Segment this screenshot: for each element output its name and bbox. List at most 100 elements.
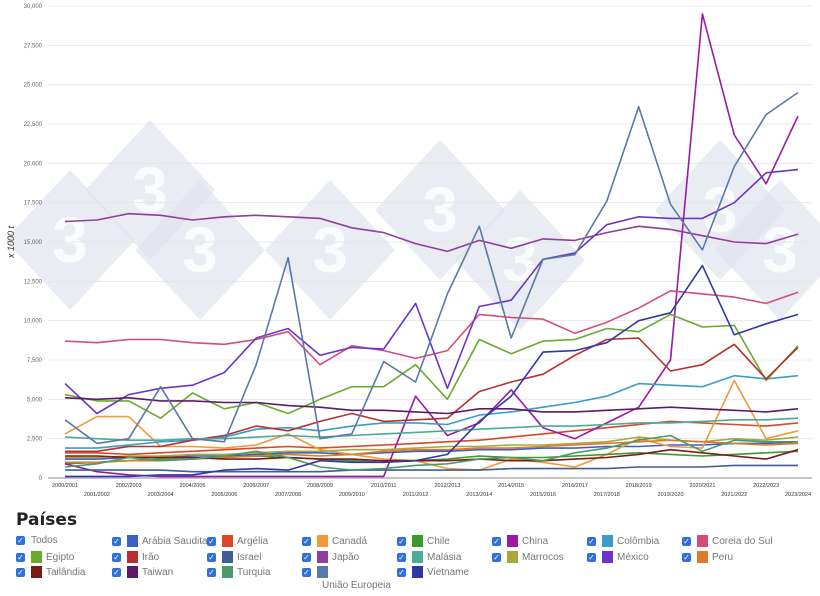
legend-item[interactable]: ✓ Chile	[397, 535, 450, 547]
legend-swatch	[222, 551, 233, 563]
legend-checkbox[interactable]: ✓	[16, 567, 25, 577]
legend-checkbox[interactable]: ✓	[112, 536, 121, 546]
legend-swatch	[317, 535, 328, 547]
legend-checkbox[interactable]: ✓	[16, 536, 25, 545]
series-line-israel	[65, 464, 798, 473]
y-tick-label: 15,000	[24, 240, 43, 246]
y-tick-label: 7,500	[27, 358, 43, 364]
watermark-icon: 3	[455, 190, 585, 330]
series-line-méxico	[64, 168, 799, 415]
legend-item[interactable]: ✓ China	[492, 535, 548, 547]
legend-item[interactable]: ✓ México	[587, 551, 649, 563]
legend-item[interactable]: ✓ Canadá	[302, 535, 367, 547]
x-tick-label: 2004/2005	[179, 483, 205, 489]
legend-checkbox[interactable]: ✓	[397, 536, 406, 546]
watermark-icon: 3	[265, 180, 395, 320]
series-line-japão	[64, 212, 799, 253]
series-line-malásia	[64, 417, 799, 441]
legend-item[interactable]: ✓ Colômbia	[587, 535, 659, 547]
legend: ✓ Todos ✓ Arábia Saudita ✓ Argélia ✓ Canadá ✓ Chi…	[0, 535, 820, 595]
legend-item[interactable]: ✓ Irão	[112, 551, 159, 563]
legend-item[interactable]: ✓ Argélia	[207, 535, 268, 547]
legend-swatch	[31, 551, 42, 563]
legend-checkbox[interactable]: ✓	[492, 552, 501, 562]
legend-checkbox[interactable]: ✓	[492, 536, 501, 546]
y-tick-label: 30,000	[24, 4, 43, 10]
series-line-união-europeia	[64, 91, 799, 445]
legend-item[interactable]: ✓ Peru	[682, 551, 733, 563]
series-line-taiwan	[64, 397, 799, 415]
y-axis-label: x 1000 t	[6, 225, 16, 259]
legend-label: Malásia	[427, 551, 462, 563]
gridlines	[48, 5, 812, 479]
x-tick-label: 2020/2021	[689, 483, 715, 489]
legend-checkbox[interactable]: ✓	[207, 536, 216, 546]
legend-checkbox[interactable]: ✓	[397, 567, 406, 577]
y-tick-label: 25,000	[24, 83, 43, 89]
x-tick-label: 2021/2022	[721, 492, 747, 498]
legend-item[interactable]: ✓	[302, 566, 332, 578]
legend-label: Turquia	[237, 566, 271, 578]
series-line-arábia-saudita	[65, 441, 799, 460]
legend-label: Coreia do Sul	[712, 535, 773, 547]
svg-text:3: 3	[422, 174, 458, 246]
y-axis-ticks: 0 2,500 5,000 7,500 10,000 12,500 15,000 17,500…	[24, 4, 43, 482]
legend-checkbox[interactable]: ✓	[682, 536, 691, 546]
legend-swatch	[222, 535, 233, 547]
x-tick-label: 2001/2002	[84, 492, 110, 498]
legend-swatch	[602, 551, 613, 563]
legend-item[interactable]: ✓ Tailândia	[16, 566, 85, 578]
x-tick-label: 2022/2023	[753, 483, 779, 489]
legend-item[interactable]: ✓ Taiwan	[112, 566, 173, 578]
legend-item[interactable]: ✓ Coreia do Sul	[682, 535, 773, 547]
series-line-tailândia	[65, 448, 799, 462]
legend-swatch	[697, 535, 708, 547]
legend-label: Peru	[712, 551, 734, 563]
legend-checkbox[interactable]: ✓	[207, 567, 216, 577]
series-lines	[64, 13, 799, 478]
legend-checkbox[interactable]: ✓	[207, 552, 216, 562]
legend-item[interactable]: ✓ Japão	[302, 551, 359, 563]
svg-text:3: 3	[52, 204, 88, 276]
legend-swatch	[697, 551, 708, 563]
y-tick-label: 2,500	[27, 437, 43, 443]
legend-item[interactable]: ✓ Todos	[16, 535, 58, 546]
x-axis-ticks: 2000/2001 2001/2002 2002/2003 2003/2004 2004…	[52, 483, 811, 498]
x-tick-label: 2011/2012	[403, 492, 429, 498]
legend-label: Japão	[332, 551, 360, 563]
legend-label: Argélia	[237, 535, 269, 547]
x-tick-label: 2009/2010	[339, 492, 365, 498]
legend-swatch	[317, 566, 328, 578]
legend-item[interactable]: ✓ Marrocos	[492, 551, 564, 563]
legend-swatch	[127, 551, 138, 563]
y-tick-label: 12,500	[24, 279, 43, 285]
x-tick-label: 2002/2003	[116, 483, 142, 489]
legend-checkbox[interactable]: ✓	[302, 567, 311, 577]
legend-checkbox[interactable]: ✓	[682, 552, 691, 562]
legend-swatch	[507, 535, 518, 547]
x-tick-label: 2005/2006	[211, 492, 237, 498]
x-tick-label: 2016/2017	[562, 483, 588, 489]
legend-checkbox[interactable]: ✓	[112, 567, 121, 577]
legend-item[interactable]: ✓ Israel	[207, 551, 261, 563]
legend-label: Chile	[427, 535, 450, 547]
legend-checkbox[interactable]: ✓	[302, 552, 311, 562]
y-tick-label: 17,500	[24, 201, 43, 207]
legend-checkbox[interactable]: ✓	[587, 536, 596, 546]
legend-checkbox[interactable]: ✓	[112, 552, 121, 562]
legend-item[interactable]: ✓ Arábia Saudita	[112, 535, 208, 547]
legend-checkbox[interactable]: ✓	[397, 552, 406, 562]
legend-item[interactable]: ✓ Egipto	[16, 551, 74, 563]
legend-item[interactable]: ✓ Vietname	[397, 566, 469, 578]
legend-label: Colômbia	[617, 535, 660, 547]
legend-checkbox[interactable]: ✓	[587, 552, 596, 562]
legend-item[interactable]: ✓ Turquia	[207, 566, 271, 578]
legend-checkbox[interactable]: ✓	[302, 536, 311, 546]
legend-item[interactable]: ✓ Malásia	[397, 551, 461, 563]
x-tick-label: 2006/2007	[243, 483, 269, 489]
legend-label: Todos	[31, 535, 58, 546]
x-tick-label: 2000/2001	[52, 483, 78, 489]
legend-label: China	[522, 535, 549, 547]
series-line-irão	[65, 337, 799, 453]
legend-checkbox[interactable]: ✓	[16, 552, 25, 562]
